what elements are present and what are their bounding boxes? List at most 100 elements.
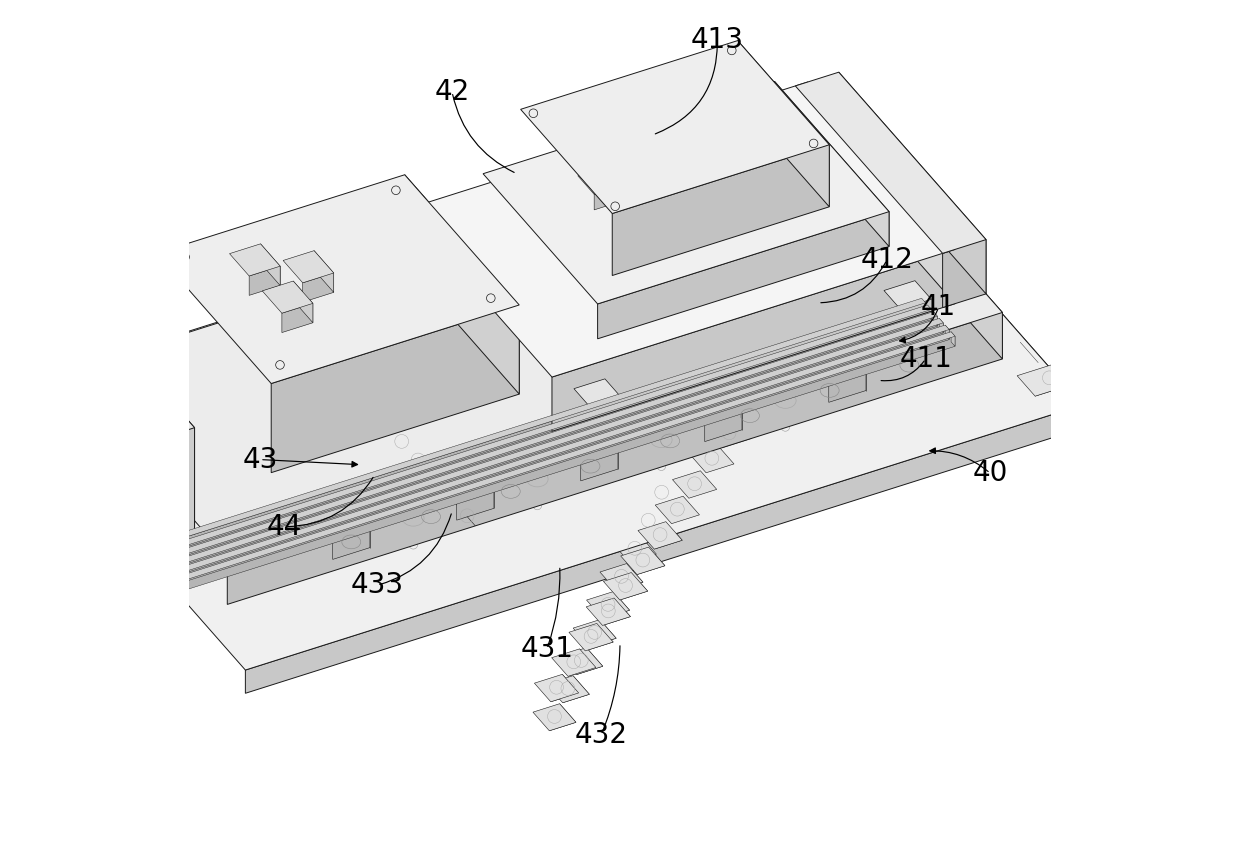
Polygon shape bbox=[603, 617, 630, 626]
Circle shape bbox=[68, 531, 73, 537]
Polygon shape bbox=[718, 445, 734, 464]
Polygon shape bbox=[35, 312, 937, 600]
Polygon shape bbox=[443, 489, 459, 507]
Polygon shape bbox=[940, 318, 944, 333]
Polygon shape bbox=[723, 439, 751, 448]
Polygon shape bbox=[559, 703, 575, 722]
Polygon shape bbox=[0, 480, 149, 539]
Polygon shape bbox=[701, 471, 717, 489]
Text: 41: 41 bbox=[921, 293, 956, 321]
Polygon shape bbox=[0, 436, 117, 496]
Polygon shape bbox=[640, 536, 656, 554]
Polygon shape bbox=[573, 619, 616, 646]
Text: 40: 40 bbox=[972, 460, 1008, 487]
Polygon shape bbox=[404, 82, 955, 377]
Polygon shape bbox=[0, 454, 124, 526]
Polygon shape bbox=[649, 547, 665, 566]
Polygon shape bbox=[600, 563, 644, 591]
Polygon shape bbox=[456, 481, 494, 520]
Polygon shape bbox=[393, 433, 410, 452]
Polygon shape bbox=[626, 507, 670, 535]
Polygon shape bbox=[156, 175, 520, 384]
Polygon shape bbox=[293, 281, 312, 323]
Polygon shape bbox=[579, 649, 596, 668]
Polygon shape bbox=[605, 378, 621, 444]
Polygon shape bbox=[616, 582, 644, 591]
Polygon shape bbox=[683, 496, 699, 515]
Polygon shape bbox=[427, 470, 443, 489]
Polygon shape bbox=[0, 476, 141, 548]
Polygon shape bbox=[332, 520, 370, 532]
Polygon shape bbox=[637, 566, 665, 575]
Polygon shape bbox=[345, 377, 361, 396]
Polygon shape bbox=[735, 420, 751, 439]
Polygon shape bbox=[600, 619, 616, 638]
Polygon shape bbox=[459, 249, 507, 277]
Polygon shape bbox=[521, 41, 830, 213]
Polygon shape bbox=[590, 397, 621, 454]
Polygon shape bbox=[459, 507, 475, 526]
Polygon shape bbox=[580, 442, 618, 454]
Polygon shape bbox=[0, 508, 165, 581]
Polygon shape bbox=[484, 81, 889, 304]
Polygon shape bbox=[634, 232, 658, 255]
Polygon shape bbox=[1193, 332, 1240, 346]
Polygon shape bbox=[314, 251, 334, 292]
Circle shape bbox=[97, 528, 102, 532]
Circle shape bbox=[50, 537, 55, 543]
Polygon shape bbox=[1035, 381, 1081, 397]
Polygon shape bbox=[647, 192, 663, 226]
Text: 411: 411 bbox=[899, 345, 952, 372]
Polygon shape bbox=[604, 573, 647, 600]
Polygon shape bbox=[786, 169, 817, 226]
Polygon shape bbox=[0, 448, 124, 507]
Polygon shape bbox=[0, 432, 108, 505]
Polygon shape bbox=[552, 250, 955, 431]
Polygon shape bbox=[1221, 311, 1240, 332]
Polygon shape bbox=[655, 496, 699, 524]
Polygon shape bbox=[928, 305, 931, 320]
Polygon shape bbox=[443, 489, 459, 507]
Polygon shape bbox=[32, 309, 931, 604]
Polygon shape bbox=[706, 464, 734, 473]
Polygon shape bbox=[1064, 361, 1081, 381]
Polygon shape bbox=[459, 507, 475, 526]
Polygon shape bbox=[50, 329, 949, 625]
Polygon shape bbox=[562, 674, 579, 693]
Polygon shape bbox=[533, 703, 575, 731]
Polygon shape bbox=[642, 213, 658, 247]
Polygon shape bbox=[704, 403, 742, 442]
Polygon shape bbox=[0, 502, 165, 562]
Polygon shape bbox=[272, 305, 520, 473]
Polygon shape bbox=[1169, 327, 1187, 348]
Polygon shape bbox=[260, 244, 280, 285]
Circle shape bbox=[66, 556, 72, 562]
Polygon shape bbox=[126, 458, 133, 484]
Polygon shape bbox=[837, 126, 1083, 429]
Polygon shape bbox=[585, 642, 613, 651]
Polygon shape bbox=[1017, 361, 1081, 397]
Polygon shape bbox=[666, 522, 682, 540]
Polygon shape bbox=[0, 491, 157, 550]
Circle shape bbox=[92, 557, 97, 562]
Text: 412: 412 bbox=[861, 245, 914, 274]
Polygon shape bbox=[345, 377, 361, 396]
Polygon shape bbox=[1122, 327, 1187, 363]
Polygon shape bbox=[618, 213, 658, 239]
Polygon shape bbox=[303, 273, 334, 302]
Polygon shape bbox=[1141, 348, 1187, 363]
Polygon shape bbox=[630, 554, 656, 562]
Polygon shape bbox=[25, 595, 180, 668]
Polygon shape bbox=[332, 520, 370, 559]
Polygon shape bbox=[102, 426, 108, 452]
Polygon shape bbox=[828, 364, 866, 375]
Polygon shape bbox=[884, 281, 931, 309]
Polygon shape bbox=[549, 722, 575, 731]
Polygon shape bbox=[838, 73, 986, 294]
Polygon shape bbox=[640, 480, 683, 506]
Polygon shape bbox=[603, 168, 619, 202]
Polygon shape bbox=[578, 168, 619, 194]
Polygon shape bbox=[626, 563, 644, 582]
Polygon shape bbox=[620, 591, 647, 600]
Polygon shape bbox=[707, 420, 751, 448]
